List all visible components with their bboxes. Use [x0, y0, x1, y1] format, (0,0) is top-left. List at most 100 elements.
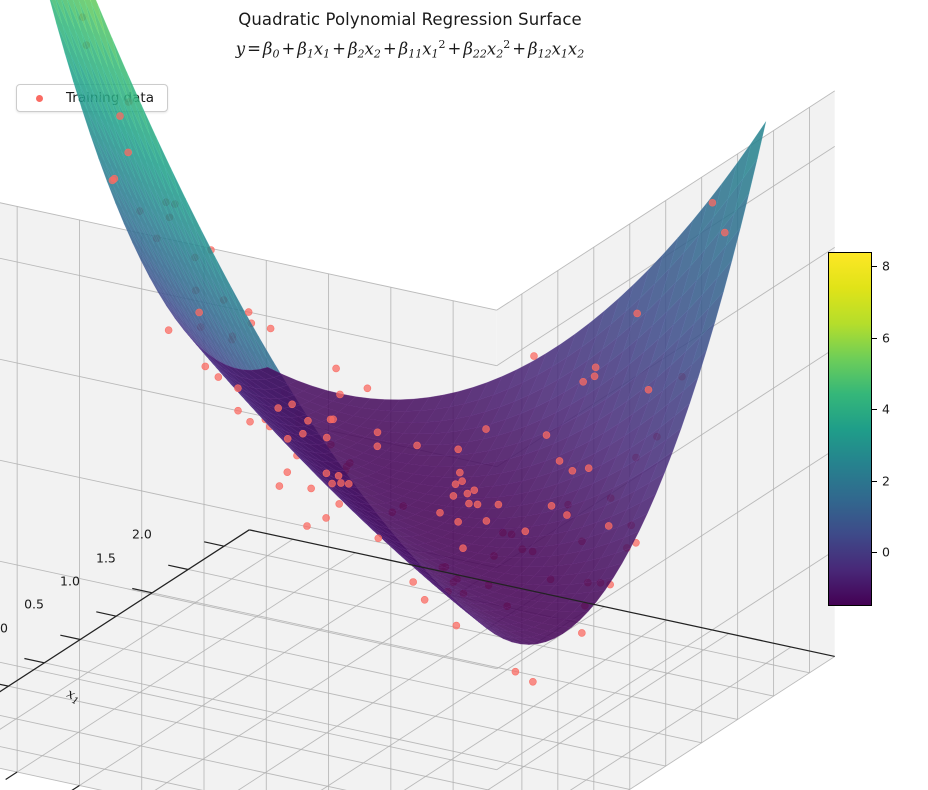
- x1-tick-label: 2.0: [131, 526, 152, 542]
- scatter-point: [374, 534, 383, 543]
- scatter-point: [547, 502, 556, 510]
- scatter-point: [459, 544, 467, 553]
- scatter-point: [303, 522, 311, 530]
- scatter-point: [420, 596, 429, 604]
- scatter-point: [449, 492, 458, 500]
- colorbar-tick-label: 4: [882, 401, 890, 417]
- scatter-point: [322, 469, 331, 478]
- scatter-point: [473, 500, 482, 509]
- colorbar-tick-mark: [872, 409, 877, 411]
- scatter-point: [335, 500, 344, 508]
- scatter-point: [542, 431, 551, 439]
- grid-line: [0, 767, 103, 790]
- scatter-point: [584, 464, 593, 473]
- scatter-point: [373, 442, 382, 451]
- colorbar-tick-label: 8: [882, 258, 890, 274]
- regression-surface: [49, 0, 767, 645]
- scatter-point: [482, 517, 491, 525]
- surface-facet: [258, 366, 283, 378]
- scatter-point: [590, 372, 599, 381]
- scatter-point: [604, 522, 613, 530]
- colorbar-tick-label: 0: [882, 544, 890, 560]
- scatter-point: [579, 377, 587, 386]
- x1-tick-label: 0.0: [0, 620, 9, 636]
- scatter-point: [299, 429, 307, 438]
- scatter-point: [578, 629, 586, 637]
- scatter-point: [326, 415, 335, 424]
- scatter-point: [307, 484, 315, 493]
- scatter-point: [116, 112, 124, 120]
- scatter-point: [288, 400, 296, 409]
- scatter-point: [494, 500, 503, 509]
- scatter-point: [334, 471, 343, 480]
- axis-spine: [249, 529, 835, 658]
- scatter-point: [413, 441, 421, 450]
- scatter-point: [452, 621, 461, 630]
- scatter-point: [521, 527, 530, 536]
- scatter-point: [234, 406, 242, 415]
- grid-line: [496, 90, 835, 311]
- grid-line: [154, 579, 480, 790]
- scatter-point: [454, 445, 463, 454]
- x1-tick-label: 1.0: [60, 573, 80, 589]
- grid-line: [496, 550, 835, 771]
- scatter-point: [511, 667, 520, 676]
- scatter-point: [283, 468, 292, 476]
- colorbar-tick-mark: [872, 266, 877, 268]
- scatter-point: [195, 308, 203, 317]
- scatter-point: [470, 486, 479, 495]
- axis-spine: [0, 529, 250, 693]
- legend-marker-icon: [36, 94, 43, 102]
- scatter-point: [332, 364, 340, 373]
- scatter-point: [563, 511, 571, 519]
- scatter-point: [328, 479, 336, 488]
- chart-title-equation: y = β0 + β1x1 + β2x2 + β11x12 + β22x22 + β12x1x2: [235, 38, 585, 61]
- scatter-point: [568, 466, 577, 475]
- scatter-point: [454, 518, 462, 526]
- scatter-points-front: [108, 112, 729, 553]
- scatter-point: [555, 457, 564, 465]
- scatter-point: [458, 477, 466, 485]
- scatter-point: [451, 480, 460, 488]
- x1-tick-label: 1.5: [95, 550, 116, 566]
- colorbar-gradient: [828, 252, 872, 606]
- grid-line: [237, 592, 543, 790]
- grid-line: [320, 606, 605, 790]
- scatter-point: [436, 508, 444, 517]
- scatter-point: [344, 480, 353, 488]
- scatter-point: [246, 417, 254, 426]
- axis-tick-mark: [5, 771, 18, 781]
- grid-line: [79, 565, 418, 786]
- x1-tick-label: 0.5: [24, 596, 44, 612]
- scatter-point: [591, 363, 600, 372]
- colorbar[interactable]: 0 2 4 6 8: [828, 252, 890, 606]
- axis-tick-mark: [204, 541, 225, 547]
- axis-tick-mark: [168, 564, 189, 571]
- scatter-point: [304, 416, 312, 425]
- scatter-point: [283, 435, 292, 443]
- scatter-point: [201, 362, 210, 371]
- scatter-point: [266, 324, 275, 333]
- scatter-point: [529, 677, 537, 686]
- scatter-point: [363, 384, 372, 393]
- scatter-point: [530, 352, 538, 360]
- scatter-point: [720, 228, 729, 237]
- colorbar-tick-mark: [872, 337, 877, 339]
- axis-tick-mark: [132, 587, 153, 594]
- grid-line: [0, 661, 497, 771]
- axis-tick-mark: [0, 683, 9, 687]
- grid-line: [0, 746, 204, 790]
- scatter-point: [644, 385, 653, 394]
- scatter-point: [275, 482, 284, 490]
- scatter-point: [337, 479, 345, 487]
- scatter-point: [322, 514, 330, 522]
- grid-line: [486, 633, 730, 790]
- scatter-point: [322, 433, 331, 442]
- axis-tick-mark: [24, 657, 45, 664]
- chart-title-block: Quadratic Polynomial Regression Surface …: [0, 8, 820, 68]
- scatter-point: [633, 309, 641, 318]
- scatter-point: [708, 198, 717, 207]
- chart-title: Quadratic Polynomial Regression Surface: [238, 10, 582, 29]
